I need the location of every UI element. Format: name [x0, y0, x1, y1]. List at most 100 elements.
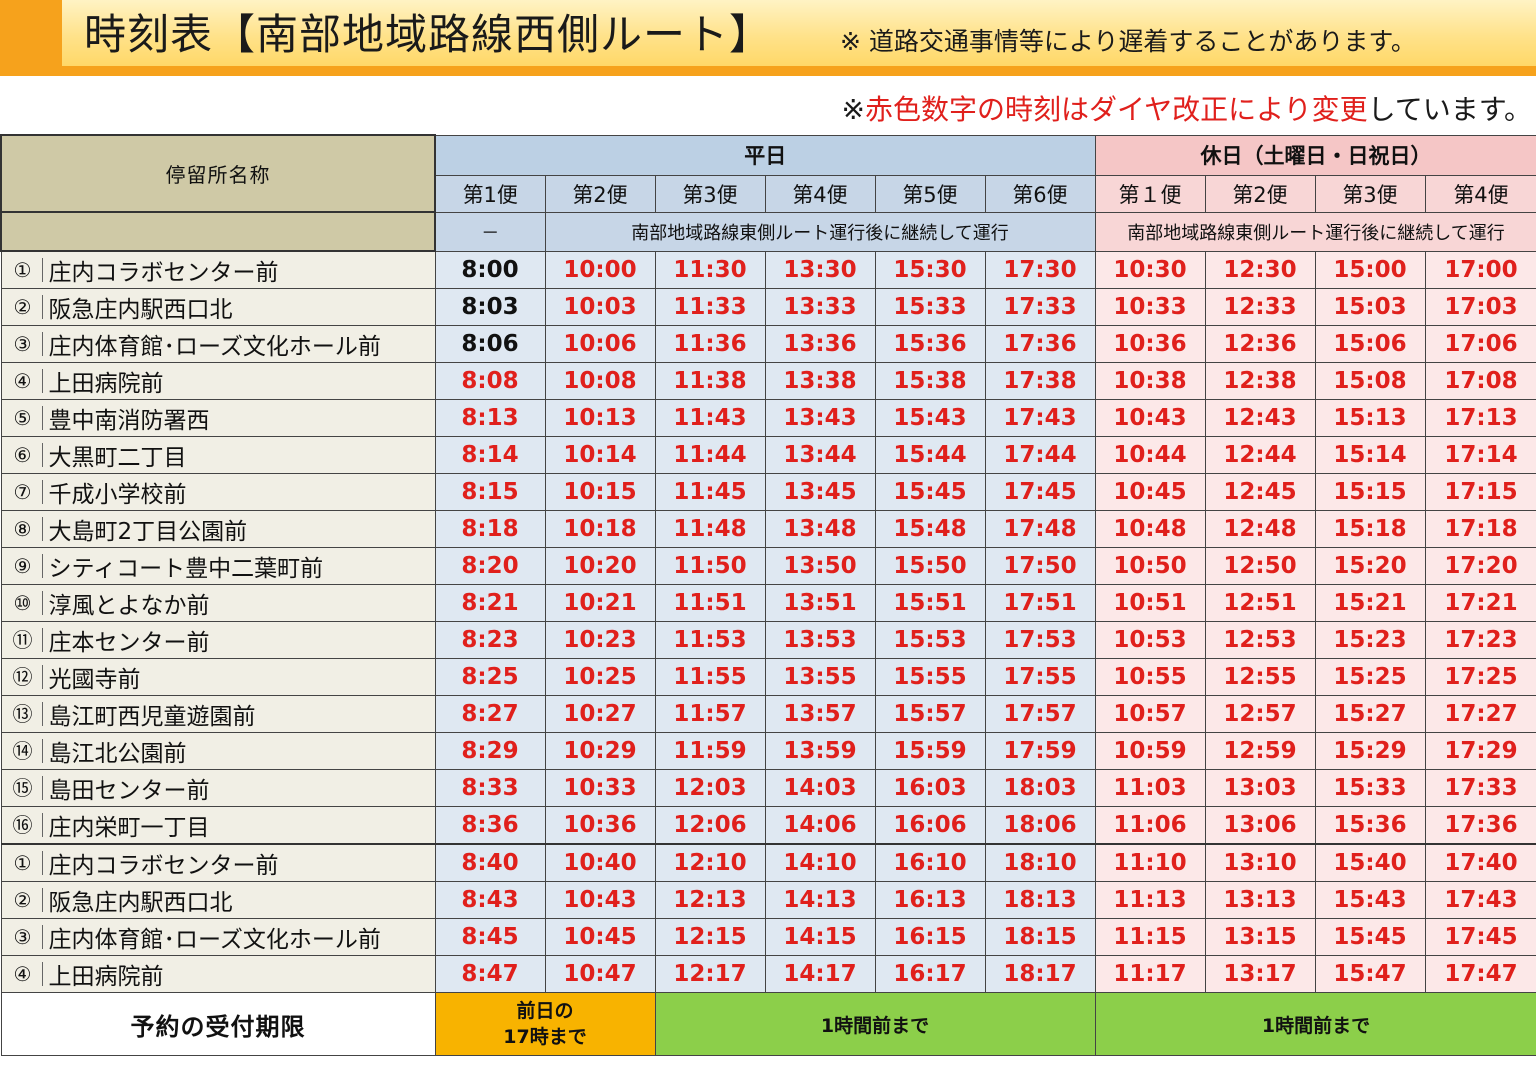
stop-row: ① 庄内コラボセンター前 8:40 10:40 12:10 14:10 16:10 18:10…: [0, 843, 1536, 882]
holiday-trip-header: 第3便: [1314, 174, 1426, 213]
stop-name-cell: ④ 上田病院前: [0, 955, 436, 993]
holiday-time-cell: 12:38: [1204, 362, 1316, 400]
weekday-time-cell: 13:50: [764, 547, 876, 585]
stop-number: ③: [13, 924, 32, 949]
weekday-time-cell: 15:59: [874, 732, 986, 770]
weekday-header: 平日: [434, 134, 1096, 176]
stop-row: ② 阪急庄内駅西口北 8:43 10:43 12:13 14:13 16:13 18:13 11…: [0, 881, 1536, 919]
weekday-time-cell: 17:57: [984, 695, 1096, 733]
stop-name: 大島町2丁目公園前: [48, 519, 248, 545]
revision-note-suffix: しています。: [1367, 93, 1532, 126]
holiday-time-cell: 13:17: [1204, 955, 1316, 993]
weekday-time-cell: 8:29: [434, 732, 546, 770]
weekday-time-cell: 10:21: [544, 584, 656, 622]
weekday-time-cell: 13:38: [764, 362, 876, 400]
stop-name: 淳風とよなか前: [48, 593, 210, 619]
holiday-time-cell: 12:50: [1204, 547, 1316, 585]
stop-row: ⑭ 島江北公園前 8:29 10:29 11:59 13:59 15:59 17:59 10:5…: [0, 732, 1536, 770]
holiday-time-cell: 15:03: [1314, 288, 1426, 326]
holiday-time-cell: 17:03: [1424, 288, 1536, 326]
stop-name: 島江町西児童遊園前: [48, 704, 256, 730]
weekday-time-cell: 17:44: [984, 436, 1096, 474]
stop-name: 豊中南消防署西: [48, 408, 210, 434]
holiday-time-cell: 12:30: [1204, 250, 1316, 289]
weekday-time-cell: 10:43: [544, 881, 656, 919]
weekday-time-cell: 16:13: [874, 881, 986, 919]
weekday-time-cell: 8:06: [434, 325, 546, 363]
weekday-time-cell: 11:55: [654, 658, 766, 696]
stop-name: 阪急庄内駅西口北: [48, 297, 233, 323]
weekday-time-cell: 10:20: [544, 547, 656, 585]
holiday-time-cell: 10:33: [1094, 288, 1206, 326]
weekday-continuation-note: 南部地域路線東側ルート運行後に継続して運行: [544, 211, 1096, 252]
weekday-time-cell: 8:13: [434, 399, 546, 437]
weekday-time-cell: 15:33: [874, 288, 986, 326]
stop-number: ⑯: [12, 812, 33, 837]
stop-number-divider: [41, 739, 43, 763]
holiday-time-cell: 13:13: [1204, 881, 1316, 919]
stop-name: 庄内栄町一丁目: [48, 815, 210, 841]
weekday-time-cell: 10:15: [544, 473, 656, 511]
weekday-time-cell: 14:15: [764, 918, 876, 956]
stop-name: 阪急庄内駅西口北: [48, 890, 233, 916]
stop-name-cell: ⑭ 島江北公園前: [0, 732, 436, 770]
holiday-time-cell: 17:14: [1424, 436, 1536, 474]
stop-row: ② 阪急庄内駅西口北 8:03 10:03 11:33 13:33 15:33 17:33 10…: [0, 288, 1536, 326]
weekday-time-cell: 8:43: [434, 881, 546, 919]
stop-number: ①: [13, 257, 32, 282]
weekday-time-cell: 16:17: [874, 955, 986, 993]
stop-name-header-spacer: [0, 212, 436, 252]
delay-note: ※ 道路交通事情等により遅着することがあります。: [840, 27, 1416, 56]
stop-row: ③ 庄内体育館･ローズ文化ホール前 8:45 10:45 12:15 14:15 16:15…: [0, 918, 1536, 956]
weekday-time-cell: 8:15: [434, 473, 546, 511]
holiday-time-cell: 13:03: [1204, 769, 1316, 807]
holiday-time-cell: 15:13: [1314, 399, 1426, 437]
holiday-trip-header: 第2便: [1204, 174, 1316, 213]
stop-number: ①: [13, 850, 32, 875]
weekday-time-cell: 8:00: [434, 250, 546, 289]
stop-rows: ① 庄内コラボセンター前 8:00 10:00 11:30 13:30 15:30 17:30…: [0, 250, 1536, 993]
holiday-trip-header: 第１便: [1094, 174, 1206, 213]
weekday-time-cell: 15:55: [874, 658, 986, 696]
weekday-time-cell: 14:10: [764, 843, 876, 882]
holiday-time-cell: 10:36: [1094, 325, 1206, 363]
weekday-time-cell: 15:50: [874, 547, 986, 585]
stop-number: ⑬: [12, 701, 33, 726]
holiday-time-cell: 15:15: [1314, 473, 1426, 511]
weekday-time-cell: 11:44: [654, 436, 766, 474]
weekday-time-cell: 15:30: [874, 250, 986, 289]
stop-number: ②: [13, 887, 32, 912]
holiday-time-cell: 10:53: [1094, 621, 1206, 659]
holiday-time-cell: 10:44: [1094, 436, 1206, 474]
weekday-time-cell: 12:10: [654, 843, 766, 882]
weekday-time-cell: 15:38: [874, 362, 986, 400]
revision-note-prefix: ※: [841, 93, 866, 126]
stop-number-divider: [41, 517, 43, 541]
weekday-time-cell: 14:06: [764, 806, 876, 845]
stop-number: ⑭: [12, 738, 33, 763]
revision-note: ※赤色数字の時刻はダイヤ改正により変更しています。: [842, 88, 1532, 132]
holiday-time-cell: 10:50: [1094, 547, 1206, 585]
weekday-time-cell: 8:36: [434, 806, 546, 845]
weekday-time-cell: 11:57: [654, 695, 766, 733]
stop-number-divider: [41, 813, 43, 837]
holiday-time-cell: 12:51: [1204, 584, 1316, 622]
holiday-time-cell: 15:25: [1314, 658, 1426, 696]
stop-number: ⑨: [13, 553, 32, 578]
reservation-deadline-weekday-first: 前日の 17時まで: [434, 992, 656, 1056]
stop-number: ⑩: [13, 590, 32, 615]
stop-row: ④ 上田病院前 8:08 10:08 11:38 13:38 15:38 17:38 10:38…: [0, 362, 1536, 400]
weekday-time-cell: 12:17: [654, 955, 766, 993]
weekday-time-cell: 8:33: [434, 769, 546, 807]
stop-number: ⑧: [13, 516, 32, 541]
stop-name-cell: ⑧ 大島町2丁目公園前: [0, 510, 436, 548]
weekday-time-cell: 17:53: [984, 621, 1096, 659]
stop-number-divider: [41, 776, 43, 800]
weekday-time-cell: 8:20: [434, 547, 546, 585]
weekday-time-cell: 16:15: [874, 918, 986, 956]
stop-number-divider: [41, 888, 43, 912]
orange-accent-strip: [0, 0, 62, 76]
weekday-time-cell: 8:14: [434, 436, 546, 474]
weekday-time-cell: 11:50: [654, 547, 766, 585]
stop-name-cell: ⑥ 大黒町二丁目: [0, 436, 436, 474]
